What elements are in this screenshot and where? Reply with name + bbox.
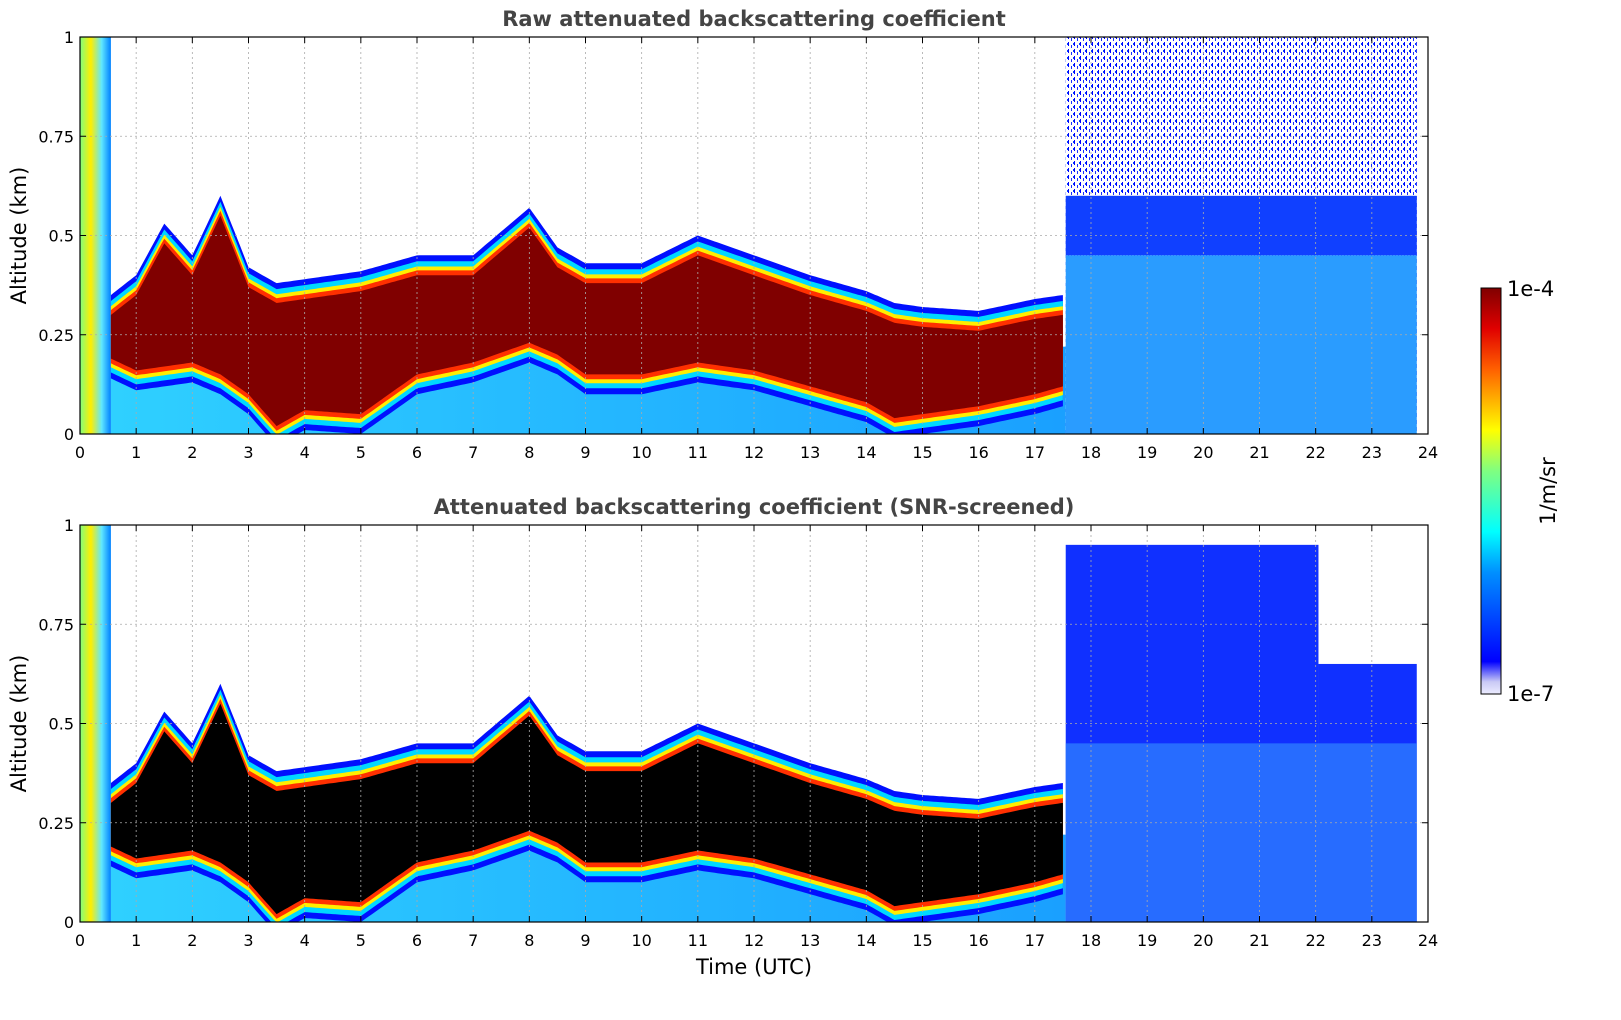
heatmap-field xyxy=(80,37,1417,434)
x-tick-label: 23 xyxy=(1362,443,1382,462)
colorbar-max-label: 1e-4 xyxy=(1507,277,1554,301)
panel-raw: 0 1 2 3 4 5 6 7 8 9 10 11 12 13 14 15 16 17 18 19 20 21 22 23 24… xyxy=(7,7,1438,462)
x-tick-label: 18 xyxy=(1081,931,1101,950)
noise-region-lower xyxy=(1065,255,1417,434)
x-tick-label: 11 xyxy=(688,931,708,950)
x-tick-label: 0 xyxy=(75,443,85,462)
y-axis-label: Altitude (km) xyxy=(7,655,31,793)
x-tick-label: 24 xyxy=(1418,443,1438,462)
x-tick-label: 3 xyxy=(243,931,253,950)
chart-title: Attenuated backscattering coefficient (S… xyxy=(434,495,1075,519)
x-tick-label: 13 xyxy=(800,931,820,950)
layer-core xyxy=(110,215,1063,427)
y-tick-label: 0 xyxy=(64,913,74,932)
x-tick-label: 20 xyxy=(1193,443,1213,462)
x-tick-label: 11 xyxy=(688,443,708,462)
colorbar-gradient xyxy=(1480,287,1502,695)
x-tick-label: 4 xyxy=(300,443,310,462)
x-tick-label: 22 xyxy=(1305,931,1325,950)
x-tick-label: 24 xyxy=(1418,931,1438,950)
grid xyxy=(80,37,1428,434)
x-tick-label: 23 xyxy=(1362,931,1382,950)
x-tick-label: 14 xyxy=(856,931,876,950)
x-tick-label: 14 xyxy=(856,443,876,462)
x-tick-label: 17 xyxy=(1025,931,1045,950)
x-tick-label: 18 xyxy=(1081,443,1101,462)
y-tick-label: 0.5 xyxy=(49,715,74,734)
grid xyxy=(80,525,1428,922)
y-tick-label: 1 xyxy=(64,28,74,47)
x-tick-label: 15 xyxy=(912,443,932,462)
x-tick-label: 22 xyxy=(1305,443,1325,462)
layer-core xyxy=(110,703,1063,915)
x-tick-label: 7 xyxy=(468,931,478,950)
x-tick-label: 16 xyxy=(968,443,988,462)
x-tick-label: 3 xyxy=(243,443,253,462)
panel-screened: 0 1 2 3 4 5 6 7 8 9 10 11 12 13 14 15 16 17 18 19 20 21 22 23 24… xyxy=(7,495,1438,979)
x-tick-label: 2 xyxy=(187,931,197,950)
colorbar: 1e-4 1e-7 1/m/sr xyxy=(1480,277,1560,706)
y-tick-label: 0 xyxy=(64,425,74,444)
x-tick-label: 0 xyxy=(75,931,85,950)
x-tick-label: 20 xyxy=(1193,931,1213,950)
y-tick-label: 0.25 xyxy=(38,326,74,345)
x-tick-label: 10 xyxy=(631,443,651,462)
noise-region-mid xyxy=(1065,195,1417,256)
x-axis-label: Time (UTC) xyxy=(695,955,812,979)
x-tick-label: 8 xyxy=(524,443,534,462)
x-tick-label: 1 xyxy=(131,931,141,950)
x-tick-label: 2 xyxy=(187,443,197,462)
heatmap-field xyxy=(80,525,1417,922)
x-tick-label: 16 xyxy=(968,931,988,950)
noise-region-lower xyxy=(1065,743,1417,922)
x-tick-label: 5 xyxy=(356,931,366,950)
x-tick-label: 12 xyxy=(744,931,764,950)
chart-title: Raw attenuated backscattering coefficien… xyxy=(502,7,1006,31)
x-tick-label: 17 xyxy=(1025,443,1045,462)
x-tick-label: 19 xyxy=(1137,443,1157,462)
x-tick-label: 8 xyxy=(524,931,534,950)
colorbar-unit-label: 1/m/sr xyxy=(1536,457,1560,525)
x-tick-label: 6 xyxy=(412,443,422,462)
y-tick-label: 0.5 xyxy=(49,227,74,246)
colorbar-min-label: 1e-7 xyxy=(1507,682,1554,706)
x-tick-label: 21 xyxy=(1249,931,1269,950)
x-tick-label: 21 xyxy=(1249,443,1269,462)
x-tick-label: 1 xyxy=(131,443,141,462)
x-tick-label: 19 xyxy=(1137,931,1157,950)
x-tick-label: 12 xyxy=(744,443,764,462)
y-tick-label: 0.25 xyxy=(38,814,74,833)
x-tick-label: 13 xyxy=(800,443,820,462)
x-tick-label: 4 xyxy=(300,931,310,950)
x-tick-label: 5 xyxy=(356,443,366,462)
y-tick-label: 0.75 xyxy=(38,615,74,634)
y-axis-label: Altitude (km) xyxy=(7,167,31,305)
x-tick-label: 7 xyxy=(468,443,478,462)
x-tick-label: 15 xyxy=(912,931,932,950)
y-tick-label: 1 xyxy=(64,516,74,535)
x-tick-label: 10 xyxy=(631,931,651,950)
x-tick-label: 6 xyxy=(412,931,422,950)
y-tick-label: 0.75 xyxy=(38,127,74,146)
x-tick-label: 9 xyxy=(580,443,590,462)
x-tick-label: 9 xyxy=(580,931,590,950)
